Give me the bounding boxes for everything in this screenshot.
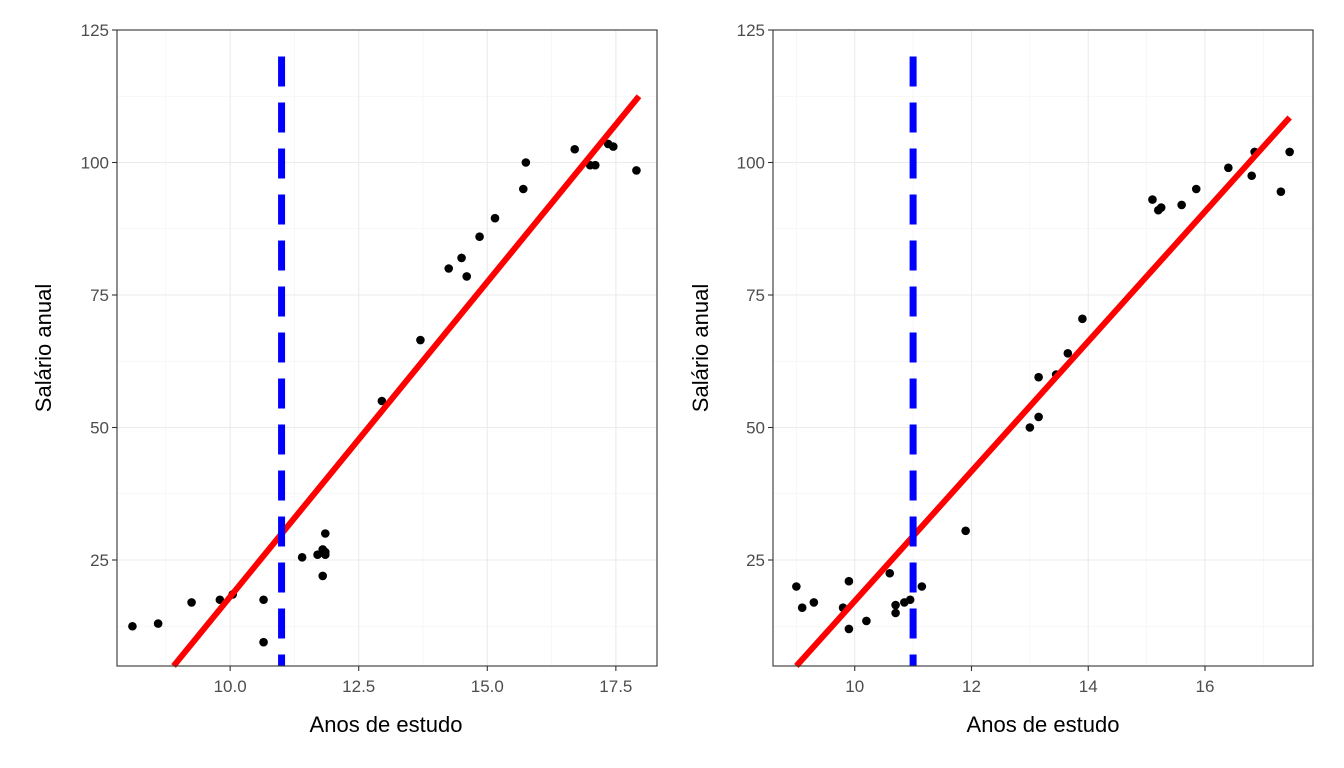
data-point <box>570 144 580 154</box>
panel-border <box>116 29 658 667</box>
x-tick-label: 12 <box>962 677 981 696</box>
y-axis-title: Salário anual <box>688 284 713 412</box>
data-point <box>632 166 641 175</box>
regression-line <box>794 115 1292 669</box>
panel-border <box>772 29 1314 667</box>
data-point <box>891 608 900 618</box>
data-point <box>905 595 915 605</box>
y-tick-label: 100 <box>737 154 765 173</box>
x-tick-label: 12.5 <box>342 677 375 696</box>
data-point <box>1177 200 1186 210</box>
data-point <box>313 550 322 559</box>
data-point <box>891 600 900 610</box>
data-point <box>608 142 618 151</box>
y-tick-label: 125 <box>81 21 109 40</box>
data-point <box>1034 412 1043 422</box>
chart-panel-left: 10.0 12.5 15.0 17.5 25 50 75 100 125 Salário anua… <box>31 21 658 737</box>
data-point <box>844 624 854 634</box>
y-tick-label: 100 <box>81 154 109 173</box>
data-point <box>490 213 500 223</box>
data-point <box>797 603 807 612</box>
y-tick-label: 125 <box>737 21 765 40</box>
regression-line <box>171 94 642 668</box>
data-point <box>590 160 600 170</box>
x-tick-label: 15.0 <box>471 677 504 696</box>
x-axis-title: Anos de estudo <box>967 712 1120 737</box>
x-axis-title: Anos de estudo <box>310 712 463 737</box>
panel-background <box>773 30 1313 666</box>
panel-background <box>117 30 657 666</box>
y-tick-label: 75 <box>90 286 109 305</box>
data-point <box>153 619 163 628</box>
x-tick-label: 16 <box>1196 677 1215 696</box>
data-point <box>1063 349 1073 358</box>
y-axis-title: Salário anual <box>31 284 56 412</box>
y-tick-label: 25 <box>746 551 765 570</box>
data-point <box>215 595 225 605</box>
x-tick-label: 14 <box>1079 677 1098 696</box>
data-point <box>416 335 425 345</box>
data-point <box>1224 163 1233 173</box>
data-point <box>444 264 454 273</box>
data-point <box>518 184 528 194</box>
data-point <box>961 526 970 536</box>
data-point <box>809 598 819 607</box>
data-point <box>792 582 801 591</box>
data-point <box>259 595 268 605</box>
data-point <box>1156 203 1166 212</box>
data-point <box>885 568 895 578</box>
data-point <box>297 553 307 562</box>
y-tick-label: 50 <box>746 419 765 438</box>
data-point <box>1276 187 1286 196</box>
data-point <box>1285 147 1294 157</box>
x-tick-label: 17.5 <box>599 677 632 696</box>
data-point <box>259 637 268 647</box>
data-point <box>1247 171 1257 181</box>
data-point <box>320 547 330 557</box>
y-tick-label: 50 <box>90 419 109 438</box>
data-point <box>1148 195 1157 204</box>
data-point <box>1025 423 1035 432</box>
data-point <box>1078 314 1087 324</box>
y-tick-label: 75 <box>746 286 765 305</box>
data-point <box>844 576 854 586</box>
data-point <box>475 232 484 241</box>
data-point <box>1034 372 1043 382</box>
data-point <box>128 621 137 631</box>
x-tick-label: 10.0 <box>214 677 247 696</box>
data-point <box>457 253 466 263</box>
data-point <box>1191 184 1201 194</box>
data-point <box>862 616 871 626</box>
data-point <box>320 529 330 538</box>
x-tick-label: 10 <box>845 677 864 696</box>
data-point <box>917 582 927 591</box>
data-point <box>377 396 387 406</box>
chart-panel-right: 10 12 14 16 25 50 75 100 125 Salário anual Anos d… <box>688 21 1314 737</box>
y-tick-label: 25 <box>90 551 109 570</box>
data-point <box>318 571 328 581</box>
data-point <box>187 598 196 607</box>
data-point <box>462 272 472 281</box>
data-point <box>521 158 531 167</box>
